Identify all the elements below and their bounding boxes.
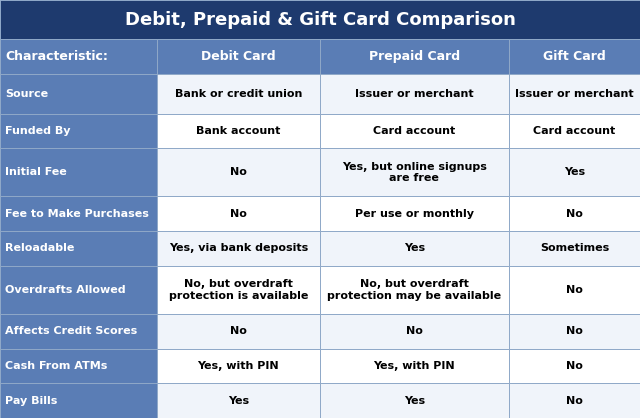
Text: Source: Source bbox=[5, 89, 48, 99]
Text: Debit, Prepaid & Gift Card Comparison: Debit, Prepaid & Gift Card Comparison bbox=[125, 11, 515, 29]
FancyBboxPatch shape bbox=[0, 114, 157, 148]
FancyBboxPatch shape bbox=[320, 39, 509, 74]
FancyBboxPatch shape bbox=[157, 231, 320, 266]
FancyBboxPatch shape bbox=[157, 196, 320, 231]
FancyBboxPatch shape bbox=[509, 148, 640, 196]
FancyBboxPatch shape bbox=[509, 266, 640, 314]
Text: Prepaid Card: Prepaid Card bbox=[369, 50, 460, 63]
Text: Bank or credit union: Bank or credit union bbox=[175, 89, 302, 99]
FancyBboxPatch shape bbox=[509, 196, 640, 231]
FancyBboxPatch shape bbox=[0, 74, 157, 114]
Text: Reloadable: Reloadable bbox=[5, 244, 74, 253]
FancyBboxPatch shape bbox=[320, 314, 509, 349]
FancyBboxPatch shape bbox=[0, 349, 157, 383]
FancyBboxPatch shape bbox=[0, 266, 157, 314]
FancyBboxPatch shape bbox=[320, 196, 509, 231]
FancyBboxPatch shape bbox=[157, 314, 320, 349]
Text: Yes, but online signups
are free: Yes, but online signups are free bbox=[342, 162, 487, 183]
FancyBboxPatch shape bbox=[509, 314, 640, 349]
Text: No: No bbox=[566, 396, 583, 405]
FancyBboxPatch shape bbox=[0, 383, 157, 418]
FancyBboxPatch shape bbox=[320, 383, 509, 418]
Text: Debit Card: Debit Card bbox=[201, 50, 276, 63]
Text: Cash From ATMs: Cash From ATMs bbox=[5, 361, 108, 371]
Text: Yes: Yes bbox=[228, 396, 249, 405]
Text: Yes: Yes bbox=[564, 167, 585, 177]
FancyBboxPatch shape bbox=[509, 74, 640, 114]
Text: Yes, with PIN: Yes, with PIN bbox=[198, 361, 279, 371]
Text: Issuer or merchant: Issuer or merchant bbox=[355, 89, 474, 99]
FancyBboxPatch shape bbox=[320, 114, 509, 148]
Text: Initial Fee: Initial Fee bbox=[5, 167, 67, 177]
FancyBboxPatch shape bbox=[157, 74, 320, 114]
Text: Card account: Card account bbox=[533, 126, 616, 136]
Text: Pay Bills: Pay Bills bbox=[5, 396, 58, 405]
FancyBboxPatch shape bbox=[0, 148, 157, 196]
Text: Affects Credit Scores: Affects Credit Scores bbox=[5, 326, 138, 336]
Text: No: No bbox=[566, 209, 583, 219]
FancyBboxPatch shape bbox=[509, 349, 640, 383]
FancyBboxPatch shape bbox=[0, 39, 157, 74]
Text: No: No bbox=[230, 326, 247, 336]
FancyBboxPatch shape bbox=[0, 314, 157, 349]
FancyBboxPatch shape bbox=[320, 148, 509, 196]
FancyBboxPatch shape bbox=[157, 39, 320, 74]
FancyBboxPatch shape bbox=[320, 266, 509, 314]
Text: No, but overdraft
protection may be available: No, but overdraft protection may be avai… bbox=[327, 279, 502, 301]
Text: No: No bbox=[230, 209, 247, 219]
FancyBboxPatch shape bbox=[0, 0, 640, 39]
FancyBboxPatch shape bbox=[320, 74, 509, 114]
FancyBboxPatch shape bbox=[509, 231, 640, 266]
FancyBboxPatch shape bbox=[157, 114, 320, 148]
Text: Card account: Card account bbox=[373, 126, 456, 136]
Text: No: No bbox=[566, 361, 583, 371]
Text: Funded By: Funded By bbox=[5, 126, 70, 136]
Text: No: No bbox=[230, 167, 247, 177]
FancyBboxPatch shape bbox=[0, 231, 157, 266]
FancyBboxPatch shape bbox=[509, 39, 640, 74]
Text: No: No bbox=[406, 326, 423, 336]
Text: Yes, via bank deposits: Yes, via bank deposits bbox=[169, 244, 308, 253]
FancyBboxPatch shape bbox=[157, 148, 320, 196]
FancyBboxPatch shape bbox=[157, 349, 320, 383]
Text: Fee to Make Purchases: Fee to Make Purchases bbox=[5, 209, 149, 219]
FancyBboxPatch shape bbox=[320, 231, 509, 266]
Text: Sometimes: Sometimes bbox=[540, 244, 609, 253]
FancyBboxPatch shape bbox=[157, 266, 320, 314]
Text: Yes: Yes bbox=[404, 396, 425, 405]
Text: Bank account: Bank account bbox=[196, 126, 280, 136]
Text: Gift Card: Gift Card bbox=[543, 50, 606, 63]
Text: Characteristic:: Characteristic: bbox=[5, 50, 108, 63]
Text: Yes, with PIN: Yes, with PIN bbox=[374, 361, 455, 371]
FancyBboxPatch shape bbox=[509, 114, 640, 148]
Text: No, but overdraft
protection is available: No, but overdraft protection is availabl… bbox=[169, 279, 308, 301]
Text: No: No bbox=[566, 285, 583, 295]
FancyBboxPatch shape bbox=[157, 383, 320, 418]
FancyBboxPatch shape bbox=[0, 196, 157, 231]
Text: Per use or monthly: Per use or monthly bbox=[355, 209, 474, 219]
Text: Issuer or merchant: Issuer or merchant bbox=[515, 89, 634, 99]
FancyBboxPatch shape bbox=[509, 383, 640, 418]
Text: No: No bbox=[566, 326, 583, 336]
FancyBboxPatch shape bbox=[320, 349, 509, 383]
Text: Overdrafts Allowed: Overdrafts Allowed bbox=[5, 285, 125, 295]
Text: Yes: Yes bbox=[404, 244, 425, 253]
